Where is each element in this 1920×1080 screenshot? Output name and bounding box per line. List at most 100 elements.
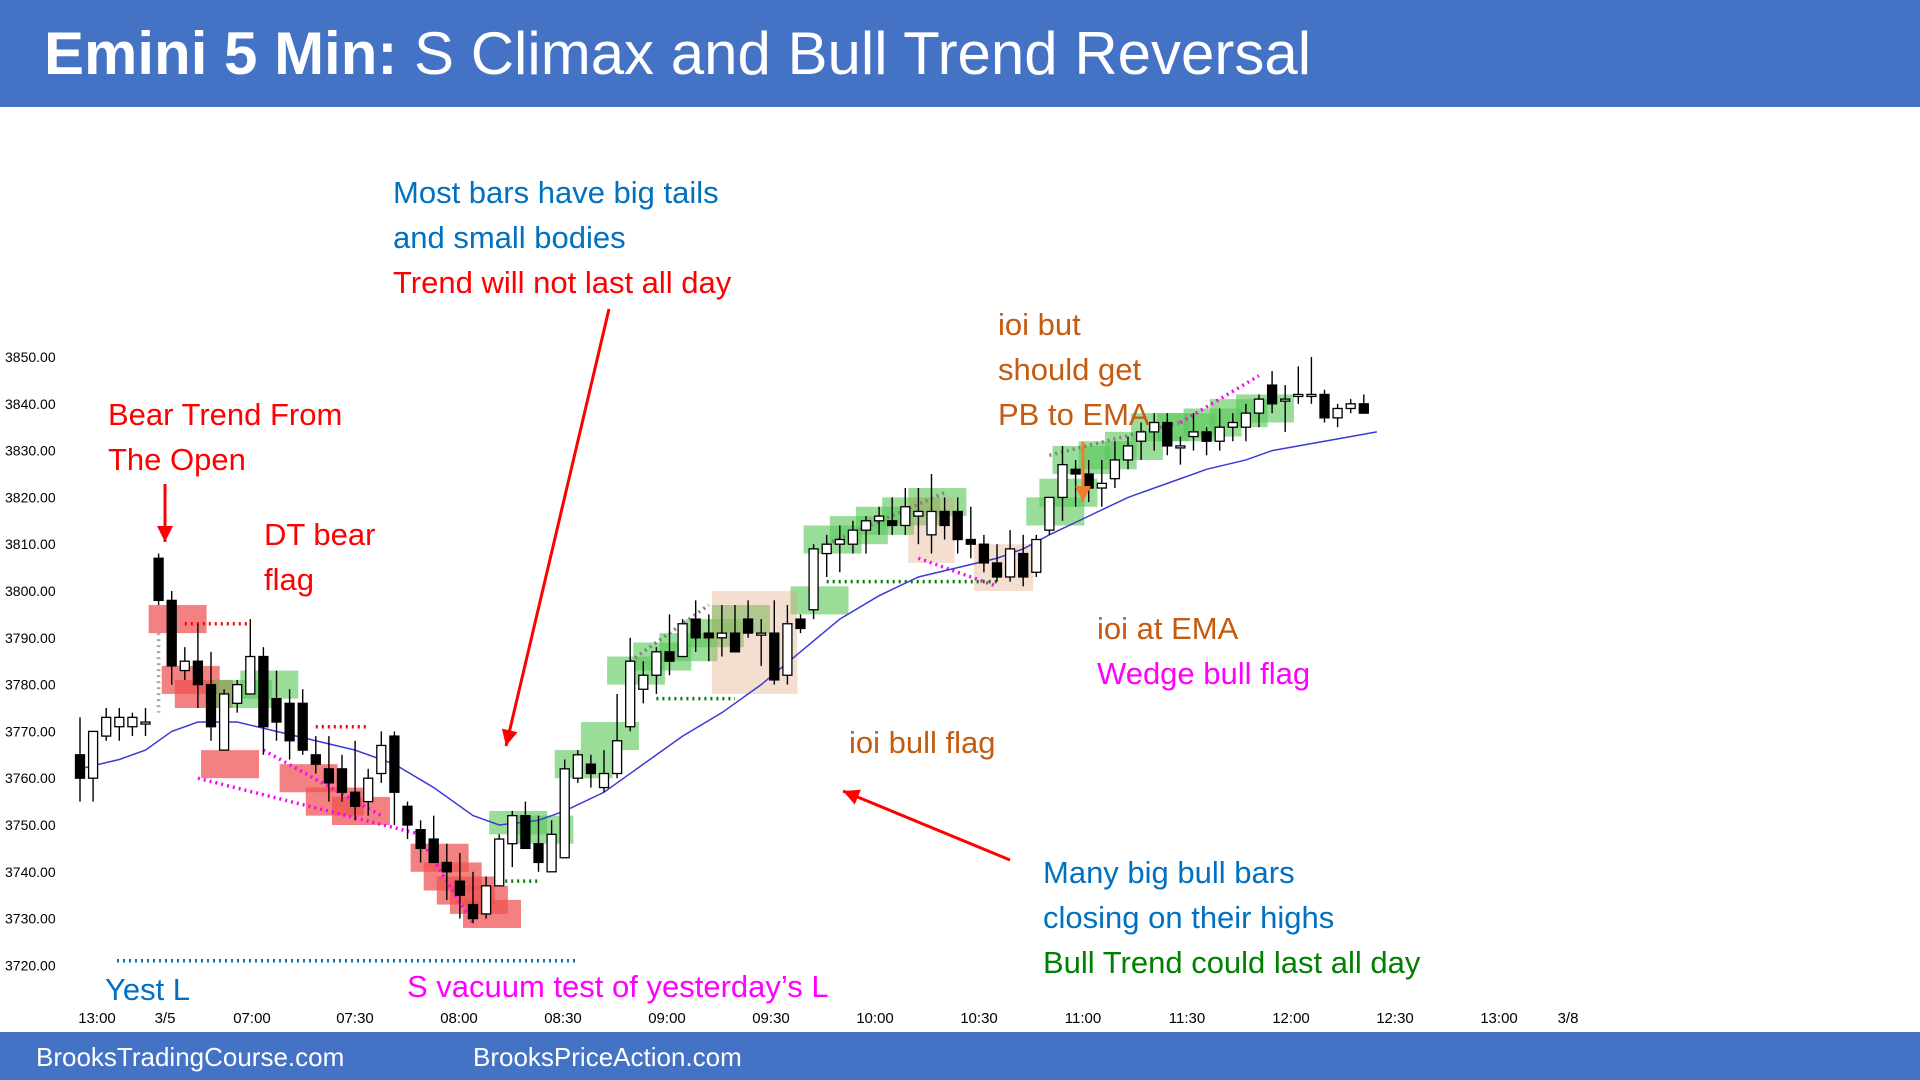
candle [520,801,531,850]
candle-body [454,880,466,896]
candle [323,736,335,802]
candle [140,708,151,737]
candle-body [480,885,492,915]
candle [1319,389,1330,423]
candle [756,619,767,666]
note-line: Trend will not last all day [393,265,732,300]
candle-body [873,515,885,522]
candle [1057,445,1068,521]
y-axis-labels: 3850.00 3840.00 3830.00 3820.00 3810.00 3800.… [5,349,56,973]
candle-body [428,838,439,864]
candle [1096,459,1107,507]
ema-polyline [79,431,1378,826]
highlight-box [201,750,259,779]
candle-body [245,655,256,695]
note-line: ioi at EMA [1097,611,1239,646]
candle-body [114,716,125,728]
note-line: PB to EMA [998,397,1150,432]
candle-body [1345,403,1356,410]
candle [1070,459,1081,507]
candle-body [1070,468,1081,475]
candles [74,357,1369,924]
candle-body [742,618,754,634]
candle [1188,413,1199,451]
candle [1162,413,1173,456]
candle-body [1109,459,1121,480]
y-tick-label: 3800.00 [5,583,56,599]
candle [232,679,243,713]
candle-body [1358,403,1369,414]
candle [349,740,361,821]
candle-body [310,754,321,765]
candle [166,591,177,685]
candle-body [336,768,348,793]
candle [611,693,623,779]
candle [782,605,793,685]
y-tick-label: 3760.00 [5,770,56,786]
candle-body [192,660,204,686]
candle [585,754,597,788]
candle-body [1201,431,1212,442]
candle [480,876,492,919]
candle-body [179,660,190,672]
candle [572,750,583,783]
candle [1358,394,1369,414]
candle-body [756,632,767,636]
candle [873,506,885,535]
x-tick-label: 11:30 [1169,1010,1205,1027]
candle [389,731,400,825]
candle [271,670,282,741]
candle [153,553,164,606]
dotted-line [1048,420,1181,457]
x-tick-label: 07:30 [336,1010,374,1027]
candle-body [690,618,701,639]
candle [363,768,374,816]
candle-body [101,716,112,737]
candle [965,506,976,559]
yest-low-label: Yest L [105,967,190,1012]
y-tick-label: 3780.00 [5,677,56,693]
x-tick-label: 3/8 [1558,1010,1579,1027]
candle [795,614,806,634]
candle-body [140,721,151,725]
candle-body [638,674,649,690]
candle [952,497,963,554]
candle [1031,534,1042,577]
candle [677,619,688,658]
note-line: Bear Trend From [108,397,343,432]
candle-body [585,763,597,775]
candle-body [1293,393,1304,398]
candle [1306,357,1317,404]
x-tick-label: 11:00 [1065,1010,1101,1027]
footer-left-link[interactable]: BrooksTradingCourse.com [36,1042,345,1072]
arrow-shaft [504,308,611,747]
x-axis-labels: 13:00 3/5 07:00 07:30 08:00 08:30 09:00 09:30 10… [78,1010,1578,1027]
x-tick-label: 09:30 [752,1010,790,1027]
footer-right-link[interactable]: BrooksPriceAction.com [473,1042,742,1072]
candle-body [795,618,806,630]
note-line: The Open [108,442,246,477]
note-line: Yest L [105,972,191,1007]
y-tick-label: 3730.00 [5,911,56,927]
candle [441,843,452,900]
candle-body [1280,398,1291,402]
note-line: ioi bull flag [849,725,996,760]
dt-bear-flag-note: DT bear flag [264,512,375,602]
candle [638,661,649,704]
bear-trend-note: Bear Trend From The Open [108,392,342,482]
candle-body [507,814,518,845]
candle-body [323,768,335,784]
candle [1266,371,1278,414]
candle [179,647,190,680]
candle-body [1004,548,1016,578]
candle-body [1149,421,1160,433]
note-line: closing on their highs [1043,900,1335,935]
note-line: ioi but [998,307,1081,342]
candle-body [1031,538,1042,573]
candle [1240,403,1252,442]
x-tick-label: 10:30 [960,1010,998,1027]
candle [703,614,714,662]
candle [454,853,466,919]
candle-body [74,754,86,779]
